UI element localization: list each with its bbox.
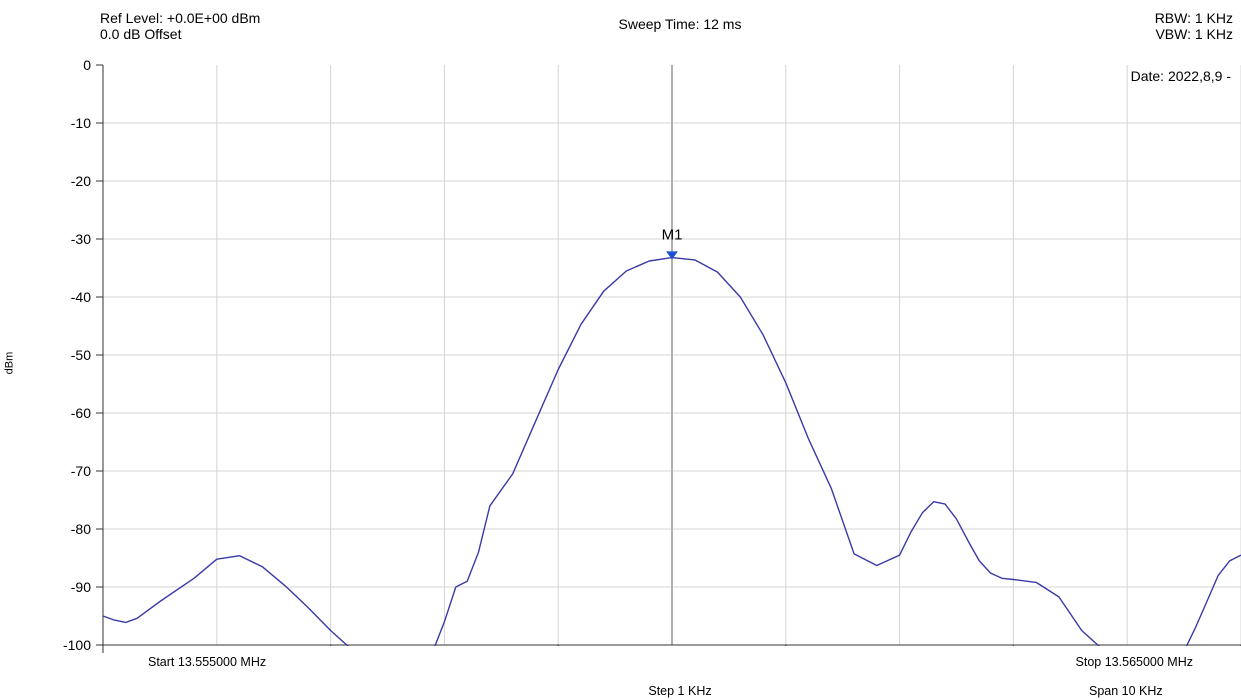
chart-marker-layer: M1 (662, 226, 683, 260)
step-label: Step 1 KHz (648, 684, 712, 698)
y-tick-label: -70 (71, 463, 91, 479)
y-tick-label: 0 (83, 57, 91, 73)
marker-m1-icon (666, 251, 678, 260)
sweep-time-label: Sweep Time: 12 ms (618, 16, 742, 32)
start-frequency-label: Start 13.555000 MHz (148, 655, 267, 669)
y-tick-label: -50 (71, 347, 91, 363)
vbw-label: VBW: 1 KHz (1155, 26, 1233, 42)
chart-trace-layer (102, 256, 1241, 656)
y-tick-label: -60 (71, 405, 91, 421)
y-tick-label: -100 (63, 637, 91, 653)
y-tick-label: -40 (71, 289, 91, 305)
trace-clip-band (104, 646, 1241, 656)
stop-frequency-label: Stop 13.565000 MHz (1075, 655, 1193, 669)
y-tick-label: -10 (71, 115, 91, 131)
y-tick-label: -90 (71, 579, 91, 595)
marker-m1-label: M1 (662, 226, 683, 243)
y-tick-label: -30 (71, 231, 91, 247)
date-label: Date: 2022,8,9 - (1130, 68, 1231, 84)
ref-level-label: Ref Level: +0.0E+00 dBm (100, 10, 261, 26)
y-axis-label: dBm (3, 351, 16, 375)
rbw-label: RBW: 1 KHz (1154, 10, 1233, 26)
chart-axes: 0 -10 -20 -30 -40 -50 -60 -70 -80 -90 -100 (63, 57, 1241, 653)
spectrum-trace (102, 256, 1241, 652)
span-label: Span 10 KHz (1089, 684, 1163, 698)
offset-label: 0.0 dB Offset (100, 26, 182, 42)
y-tick-label: -80 (71, 521, 91, 537)
y-tick-label: -20 (71, 173, 91, 189)
chart-grid (103, 65, 1241, 645)
